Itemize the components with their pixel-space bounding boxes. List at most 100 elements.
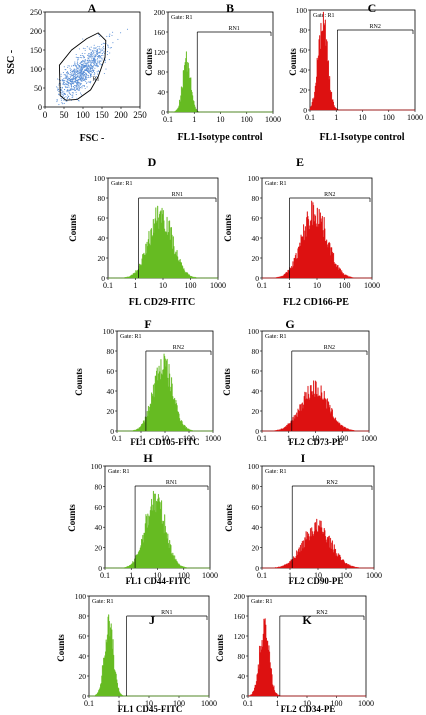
scatter-point (92, 61, 94, 63)
x-tick-label: 10 (217, 115, 225, 124)
scatter-point (78, 48, 80, 50)
scatter-point (70, 72, 72, 74)
y-tick-label: 0 (101, 274, 105, 283)
scatter-point (93, 71, 95, 74)
scatter-point (77, 81, 79, 83)
x-tick-label: 100 (183, 434, 195, 443)
y-tick-label: 20 (252, 254, 260, 263)
scatter-point (71, 88, 73, 90)
region-label: RN2 (324, 192, 335, 198)
x-tick-label: 0.1 (103, 281, 113, 290)
scatter-point (93, 58, 95, 60)
y-axis-label: Counts (223, 214, 233, 242)
scatter-point (89, 63, 91, 65)
y-tick-label: 100 (75, 592, 87, 601)
histogram-bars (105, 490, 210, 569)
x-axis-label: FL1 CD45-FITC (118, 704, 183, 714)
scatter-point (65, 77, 67, 79)
scatter-point (56, 99, 58, 101)
scatter-point (81, 79, 83, 81)
scatter-point (85, 66, 88, 68)
scatter-point (102, 42, 104, 44)
scatter-point (88, 81, 90, 83)
scatter-point (96, 66, 98, 68)
scatter-point (80, 64, 83, 66)
scatter-point (70, 73, 72, 75)
scatter-point (95, 56, 97, 58)
scatter-point (91, 68, 93, 70)
scatter-point (81, 55, 83, 57)
scatter-point (93, 48, 95, 50)
scatter-point (93, 63, 95, 65)
histogram-bars (262, 380, 369, 432)
x-tick-label: 1000 (210, 281, 226, 290)
scatter-point (88, 76, 90, 78)
scatter-point (77, 69, 79, 71)
scatter-point (63, 82, 65, 84)
scatter-point (66, 75, 68, 77)
scatter-point (75, 81, 77, 83)
y-tick-label: 80 (158, 68, 166, 77)
y-tick-label: 100 (94, 174, 106, 183)
scatter-point (78, 69, 80, 71)
x-tick-label: 10 (313, 281, 321, 290)
scatter-point (83, 71, 85, 73)
scatter-point (84, 80, 86, 82)
scatter-point (99, 46, 101, 48)
x-axis-label: FL1 CD44-FITC (126, 576, 191, 586)
x-tick-label: 1 (334, 113, 338, 122)
x-tick-label: 1 (129, 571, 133, 580)
region-label: RN1 (172, 192, 183, 198)
y-tick-label: 40 (158, 88, 166, 97)
scatter-point (86, 81, 88, 83)
scatter-point (82, 38, 84, 40)
scatter-point (99, 55, 101, 58)
scatter-point (86, 64, 88, 67)
y-tick-label: 40 (252, 234, 260, 243)
scatter-point (92, 66, 94, 69)
y-tick-label: 20 (252, 407, 260, 416)
scatter-point (63, 80, 65, 82)
scatter-point (81, 57, 83, 59)
scatter-point (73, 88, 75, 90)
scatter-point (101, 53, 103, 55)
scatter-point (91, 75, 93, 77)
x-tick-label: 0.1 (257, 434, 267, 443)
scatter-point (88, 54, 90, 56)
scatter-point (98, 52, 100, 54)
scatter-point (88, 74, 90, 76)
scatter-point (82, 74, 84, 76)
scatter-point (66, 87, 68, 89)
scatter-point (77, 89, 79, 91)
scatter-point (63, 102, 65, 104)
y-tick-label: 0 (110, 427, 114, 436)
scatter-point (66, 97, 68, 100)
scatter-point (89, 68, 91, 70)
scatter-point (89, 60, 92, 62)
scatter-point (84, 77, 86, 79)
scatter-point (77, 85, 79, 87)
y-axis-label: Counts (288, 48, 298, 76)
scatter-point (61, 89, 63, 91)
scatter-point (94, 67, 96, 69)
panel-e-histogram: E FL2 CD166-PE Counts 0.1 1 10 100 1000 0 20 40… (223, 155, 380, 308)
scatter-point (76, 86, 78, 88)
scatter-point (82, 67, 84, 69)
scatter-point (94, 47, 96, 49)
scatter-point (87, 60, 89, 62)
scatter-point (83, 65, 85, 67)
scatter-point (81, 72, 83, 74)
scatter-point (78, 64, 80, 66)
scatter-point (67, 97, 69, 99)
x-tick-label: 100 (76, 110, 90, 120)
scatter-point (68, 79, 70, 82)
x-tick-label: 100 (173, 699, 185, 708)
y-tick-label: 120 (234, 632, 246, 641)
scatter-point (99, 54, 101, 56)
panel-letter: E (296, 155, 304, 169)
scatter-point (77, 87, 79, 89)
x-axis-label: FL CD29-FITC (129, 297, 195, 308)
scatter-point (80, 87, 82, 89)
panel-a-scatter: A FSC - SSC - 0 50 100 150 200 250 0 50 100 150 20… (6, 1, 147, 144)
